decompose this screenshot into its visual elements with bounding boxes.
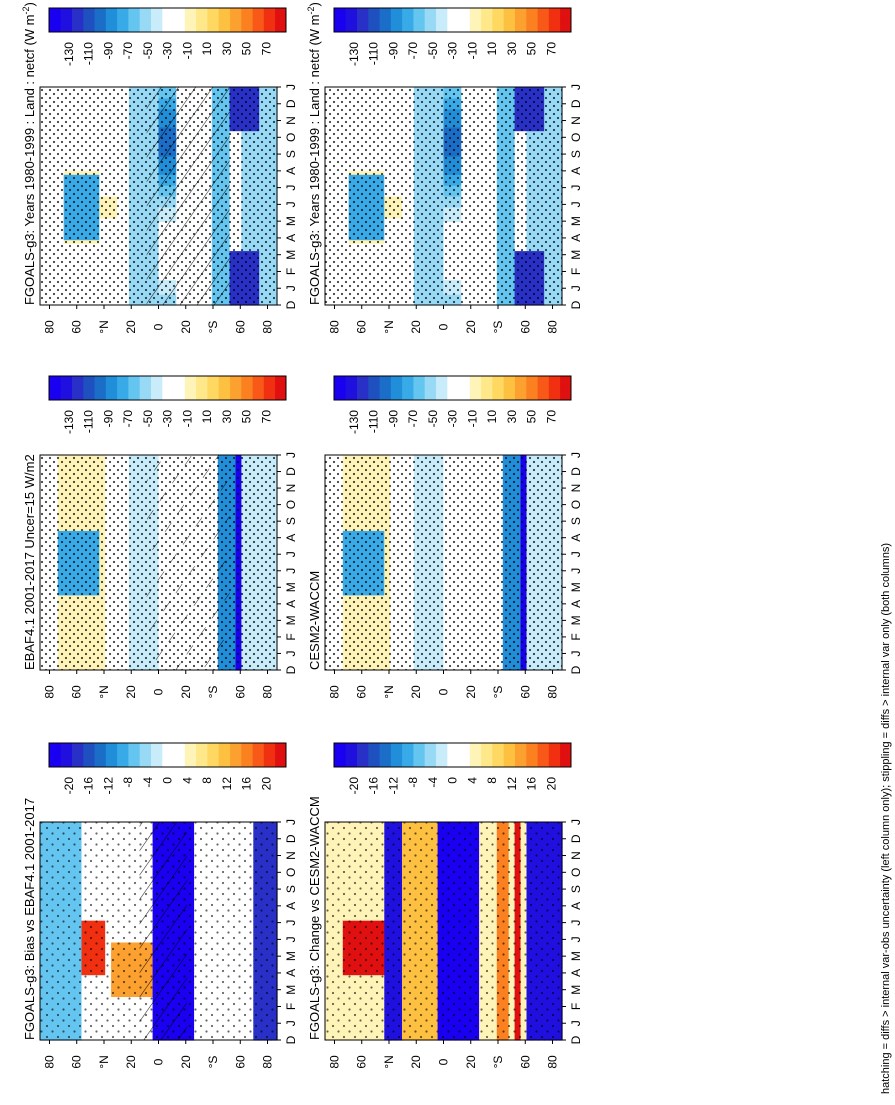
lat-tick-label: 80 (327, 320, 341, 334)
lat-tick-label: 60 (355, 320, 369, 334)
month-tick-label: M (284, 250, 298, 260)
month-tick-label: M (284, 216, 298, 226)
lat-tick-label: 0 (437, 323, 451, 330)
month-tick-label: J (569, 185, 583, 191)
lat-tick-label: 60 (233, 320, 247, 334)
month-tick-label: J (284, 84, 298, 90)
panel-title: FGOALS-g3: Years 1980-1999 : Land : netc… (21, 2, 37, 305)
month-tick-label: J (284, 185, 298, 191)
lat-tick-label: 80 (42, 320, 56, 334)
month-tick-label: J (569, 84, 583, 90)
month-tick-label: M (569, 216, 583, 226)
lat-tick-label: °S (206, 321, 220, 334)
lat-tick-label: °N (382, 320, 396, 333)
month-tick-label: A (284, 167, 298, 175)
month-tick-label: D (284, 99, 298, 108)
month-tick-label: S (569, 150, 583, 158)
panel-r1l: 80 60 °N 20 0 20 °S 60 80DJFMAMJJASONDJFGOALS-g3… (21, 2, 298, 334)
month-tick-label: N (284, 116, 298, 125)
lat-tick-label: 20 (179, 320, 193, 334)
panel-title: FGOALS-g3: Years 1980-1999 : Land : netc… (306, 2, 322, 305)
lat-tick-label: 60 (70, 320, 84, 334)
hatch-overlay (146, 87, 230, 305)
panels-group: 80 60 °N 20 0 20 °S 60 80DJFMAMJJASONDJFGOALS-g3… (21, 2, 583, 1069)
month-tick-label: F (569, 268, 583, 275)
month-tick-label: D (569, 300, 583, 309)
month-tick-label: D (284, 300, 298, 309)
lat-tick-label: 20 (464, 320, 478, 334)
lat-tick-label: 0 (152, 323, 166, 330)
month-tick-label: O (569, 133, 583, 142)
month-tick-label: J (284, 201, 298, 207)
month-tick-label: F (284, 268, 298, 275)
month-tick-label: J (284, 285, 298, 291)
lat-tick-label: 20 (124, 320, 138, 334)
lat-tick-label: 80 (546, 320, 560, 334)
month-tick-label: S (284, 150, 298, 158)
month-tick-label: J (569, 285, 583, 291)
stipple-overlay (325, 87, 562, 305)
month-tick-label: A (569, 167, 583, 175)
month-tick-label: O (284, 133, 298, 142)
lat-tick-label: 20 (409, 320, 423, 334)
month-tick-label: J (569, 201, 583, 207)
month-tick-label: A (569, 234, 583, 242)
month-tick-label: D (569, 99, 583, 108)
month-tick-label: M (569, 250, 583, 260)
lat-tick-label: 60 (518, 320, 532, 334)
month-tick-label: A (284, 234, 298, 242)
month-tick-label: N (569, 116, 583, 125)
lat-tick-label: °N (97, 320, 111, 333)
lat-tick-label: °S (491, 321, 505, 334)
panel-r1r: 80 60 °N 20 0 20 °S 60 80DJFMAMJJASONDJFGOALS-g3… (306, 2, 583, 334)
lat-tick-label: 80 (261, 320, 275, 334)
